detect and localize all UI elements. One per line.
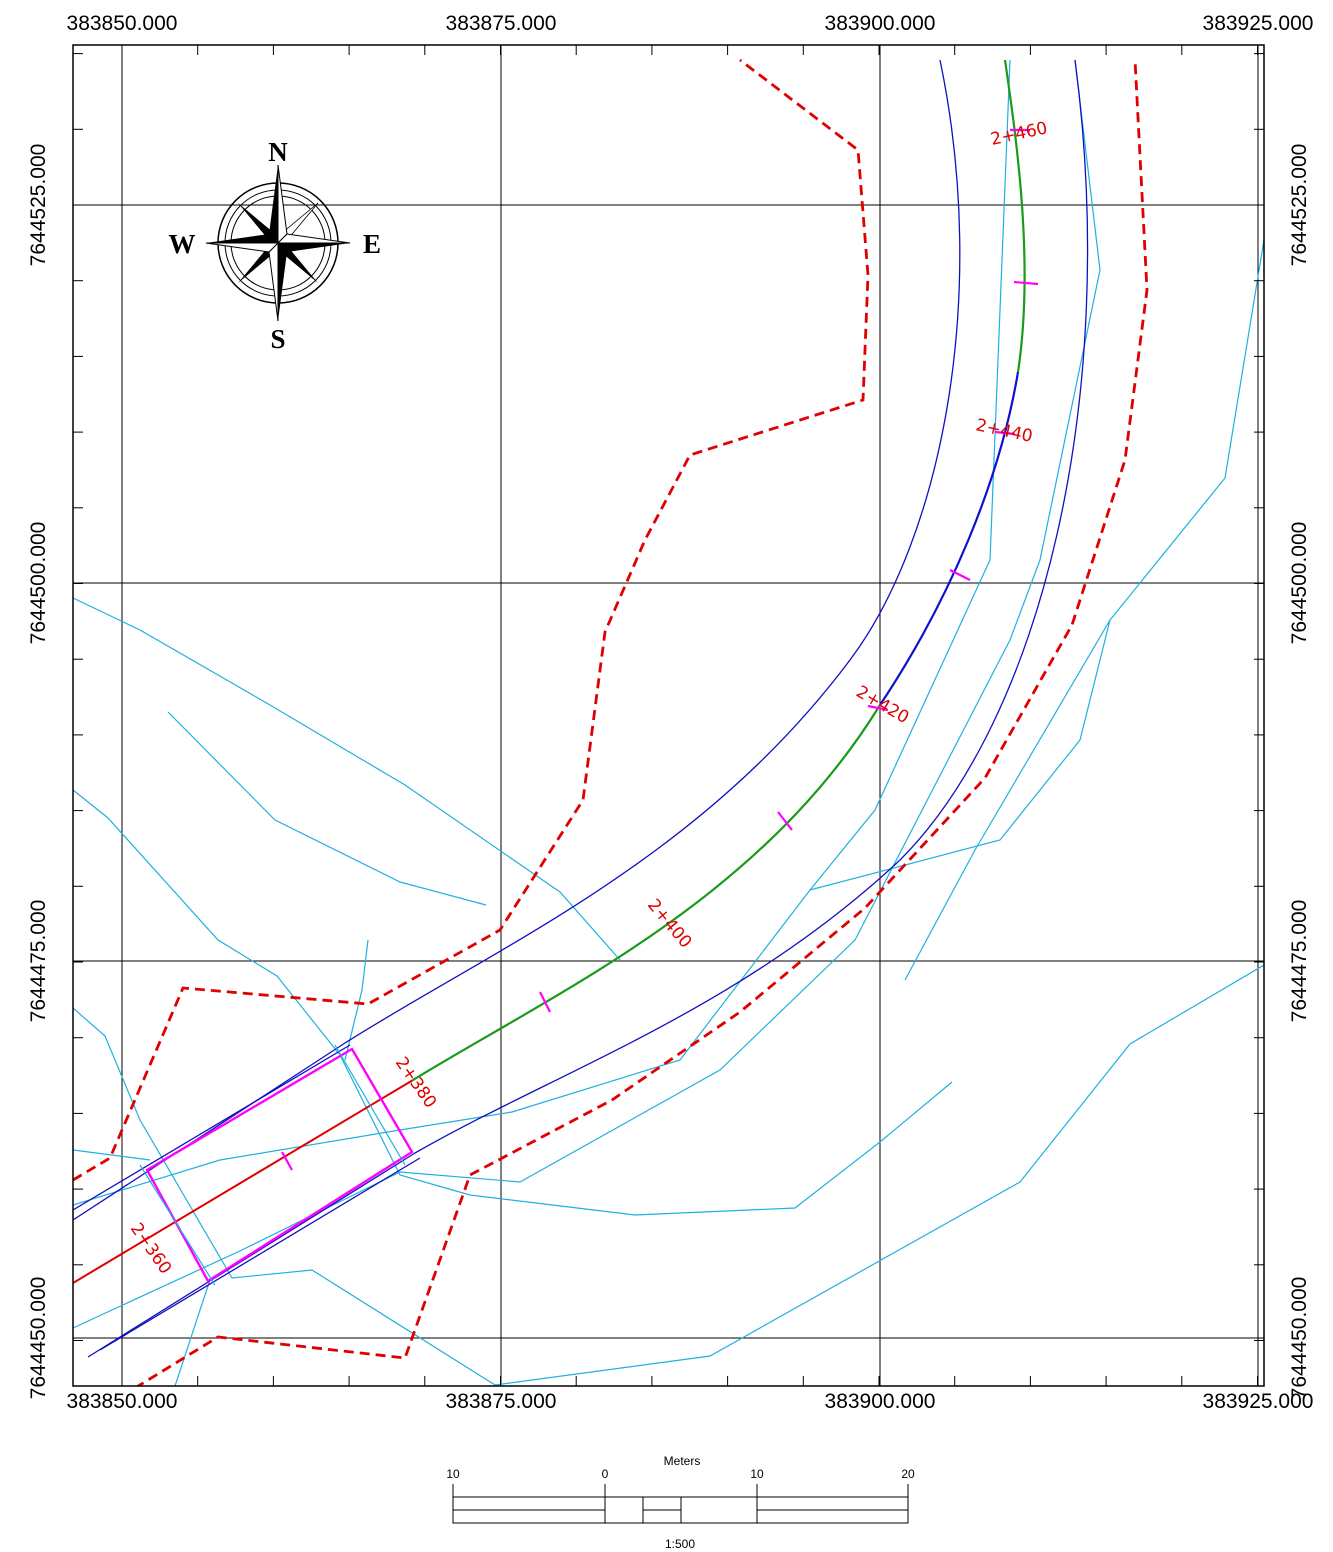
top-x-label-4: 383925.000 <box>1203 12 1314 35</box>
frame-border <box>72 44 1265 1387</box>
right-y-label-4: 7644450.000 <box>1288 1277 1311 1400</box>
station-tick-7 <box>994 430 1016 436</box>
station-label-2-420: 2+420 <box>853 682 913 728</box>
compass-south-label: S <box>270 324 285 354</box>
centerline <box>73 59 1026 1284</box>
bottom-x-label-2: 383875.000 <box>446 1390 557 1413</box>
top-coordinate-labels: 383850.000 383875.000 383900.000 383925.… <box>67 12 1314 35</box>
compass-north-label: N <box>268 137 288 167</box>
contour-lines <box>73 59 1264 1386</box>
compass-west-label: W <box>169 229 196 259</box>
station-tick-3 <box>777 811 793 831</box>
culvert-edge-upper <box>73 1044 351 1211</box>
contour-line-8 <box>344 939 369 1061</box>
boundary-left <box>73 58 870 1182</box>
contour-line-11 <box>904 619 1111 981</box>
contour-line-7 <box>174 1279 211 1386</box>
right-y-label-2: 7644500.000 <box>1288 522 1311 645</box>
station-label-2-400: 2+400 <box>643 895 695 952</box>
station-tick-4 <box>949 569 971 581</box>
boundary-lines <box>73 58 1149 1386</box>
station-tick-5 <box>1013 280 1039 286</box>
station-ticks <box>281 128 1039 1171</box>
contour-line-1 <box>73 597 621 961</box>
station-tick-1 <box>281 1151 293 1171</box>
scale-tick-label-2: 0 <box>602 1467 609 1481</box>
scale-bar-title: Meters <box>664 1454 701 1468</box>
station-tick-8 <box>867 704 889 712</box>
station-label-2-380: 2+380 <box>391 1053 440 1112</box>
scale-tick-label-4: 20 <box>901 1467 915 1481</box>
bottom-x-label-1: 383850.000 <box>67 1390 178 1413</box>
station-label-2-460: 2+460 <box>989 118 1049 150</box>
culvert-structure <box>139 1044 414 1286</box>
bottom-x-label-3: 383900.000 <box>825 1390 936 1413</box>
centerline-curve-upper <box>1003 59 1026 373</box>
contour-line-9 <box>73 1149 151 1161</box>
left-y-label-4: 7644450.000 <box>27 1277 50 1400</box>
road-edge-right <box>87 59 1089 1358</box>
scale-bar-graphic <box>452 1484 909 1524</box>
grid-lines <box>73 45 1264 1386</box>
contour-line-4 <box>73 964 1264 1386</box>
left-y-label-3: 7644475.000 <box>27 900 50 1023</box>
contour-line-5 <box>73 59 1011 1206</box>
compass-east-label: E <box>363 229 381 259</box>
station-label-2-440: 2+440 <box>974 415 1034 447</box>
road-edges <box>73 59 1089 1358</box>
frame-tick-marks <box>73 45 1264 1386</box>
left-y-label-2: 7644500.000 <box>27 522 50 645</box>
compass-rose: N S E W <box>169 137 382 354</box>
right-y-label-3: 7644475.000 <box>1288 900 1311 1023</box>
top-x-label-1: 383850.000 <box>67 12 178 35</box>
map-frame <box>72 44 1265 1387</box>
culvert-outline <box>145 1047 414 1283</box>
left-coordinate-labels: 7644525.000 7644500.000 7644475.000 7644… <box>27 144 50 1400</box>
culvert-end-left <box>139 1164 216 1286</box>
contour-line-3 <box>73 789 953 1216</box>
culvert-edge-lower <box>99 1157 421 1351</box>
boundary-right <box>135 59 1149 1386</box>
top-x-label-2: 383875.000 <box>446 12 557 35</box>
scale-tick-label-3: 10 <box>750 1467 764 1481</box>
bottom-coordinate-labels: 383850.000 383875.000 383900.000 383925.… <box>67 1390 1314 1413</box>
scale-ratio: 1:500 <box>665 1537 695 1551</box>
centerline-curve-mid <box>879 371 1020 706</box>
scale-bar: Meters 10 0 10 20 1:500 <box>446 1454 915 1551</box>
compass-diagonal-points <box>238 202 319 283</box>
centerline-curve-lower <box>412 704 881 1081</box>
station-labels: 2+360 2+380 2+400 2+420 2+440 2+460 <box>126 118 1049 1278</box>
culvert-end-right <box>334 1044 406 1166</box>
contour-line-10 <box>809 239 1264 891</box>
bottom-x-label-4: 383925.000 <box>1203 1390 1314 1413</box>
contour-line-2 <box>167 711 487 906</box>
map-content: 2+360 2+380 2+400 2+420 2+440 2+460 <box>73 45 1264 1386</box>
station-label-2-360: 2+360 <box>126 1219 175 1278</box>
right-coordinate-labels: 7644525.000 7644500.000 7644475.000 7644… <box>1288 144 1311 1400</box>
road-edge-left <box>73 59 961 1221</box>
right-y-label-1: 7644525.000 <box>1288 144 1311 267</box>
scale-tick-label-1: 10 <box>446 1467 460 1481</box>
top-x-label-3: 383900.000 <box>825 12 936 35</box>
left-y-label-1: 7644525.000 <box>27 144 50 267</box>
centerline-tangent <box>73 1079 414 1284</box>
station-tick-2 <box>539 991 551 1013</box>
compass-cardinal-points <box>205 164 351 322</box>
contour-line-6 <box>73 59 1101 1329</box>
